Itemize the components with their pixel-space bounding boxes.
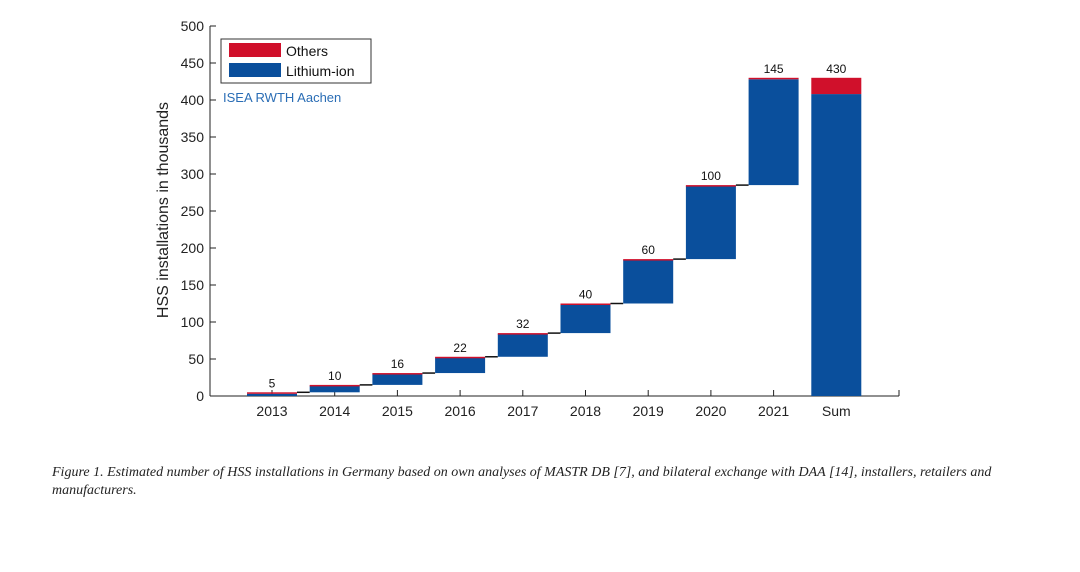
bar-others xyxy=(309,384,360,387)
data-label: 100 xyxy=(701,169,721,183)
bar-lithium-ion xyxy=(623,259,674,304)
data-label: 40 xyxy=(579,288,593,302)
x-tick-label: 2018 xyxy=(570,403,601,419)
legend-label-others: Others xyxy=(286,43,328,59)
y-tick-label: 400 xyxy=(181,92,205,108)
bar-lithium-ion xyxy=(685,185,736,260)
data-label: 16 xyxy=(391,357,405,371)
legend: Others Lithium-ion xyxy=(220,38,372,84)
bar-lithium-ion xyxy=(497,333,548,357)
waterfall-chart: 0 50 100 150 200 250 300 350 400 450 500 2013 2014 20… xyxy=(155,18,900,419)
data-label: 5 xyxy=(269,376,276,390)
x-tick-label: 2015 xyxy=(382,403,413,419)
data-label: 10 xyxy=(328,369,342,383)
x-tick-label: 2016 xyxy=(445,403,476,419)
y-tick-label: 150 xyxy=(181,277,205,293)
bar-lithium-ion xyxy=(560,304,611,334)
bar-others xyxy=(247,392,297,394)
legend-swatch-others xyxy=(229,43,281,57)
y-axis-label: HSS installations in thousands xyxy=(155,102,172,318)
y-tick-label: 450 xyxy=(181,55,205,71)
data-label: 430 xyxy=(826,62,846,76)
y-tick-label: 300 xyxy=(181,166,205,182)
data-label: 22 xyxy=(453,341,467,355)
watermark: ISEA RWTH Aachen xyxy=(223,90,341,105)
bar-others xyxy=(748,77,799,80)
bar-lithium-ion xyxy=(435,357,486,374)
figure-caption: Figure 1. Estimated number of HSS instal… xyxy=(52,465,992,498)
bar-lithium-ion xyxy=(372,373,423,385)
bars xyxy=(247,77,862,396)
bar-others xyxy=(811,77,862,95)
x-tick-label: 2021 xyxy=(758,403,789,419)
bar-others xyxy=(497,333,548,335)
data-label: 32 xyxy=(516,317,530,331)
bar-lithium-ion xyxy=(309,385,360,393)
x-tick-label: 2019 xyxy=(633,403,664,419)
y-tick-label: 500 xyxy=(181,18,205,34)
x-tick-label: 2014 xyxy=(319,403,350,419)
x-tick-label: 2020 xyxy=(695,403,726,419)
y-tick-label: 200 xyxy=(181,240,205,256)
bar-others xyxy=(372,373,423,375)
bar-lithium-ion xyxy=(811,94,862,396)
legend-swatch-lithium-ion xyxy=(229,63,281,77)
data-label: 145 xyxy=(764,62,784,76)
y-tick-label: 0 xyxy=(196,388,204,404)
bar-others xyxy=(560,303,611,305)
bar-others xyxy=(685,185,736,187)
y-tick-label: 350 xyxy=(181,129,205,145)
bar-others xyxy=(623,259,674,261)
y-tick-label: 250 xyxy=(181,203,205,219)
y-tick-label: 50 xyxy=(188,351,204,367)
x-tick-label: Sum xyxy=(822,403,851,419)
data-label: 60 xyxy=(642,243,656,257)
data-labels: 5 10 16 22 32 40 60 100 145 430 xyxy=(269,62,847,390)
bar-others xyxy=(435,356,486,359)
y-tick-label: 100 xyxy=(181,314,205,330)
x-tick-label: 2017 xyxy=(507,403,538,419)
bar-lithium-ion xyxy=(748,79,799,186)
legend-label-lithium-ion: Lithium-ion xyxy=(286,63,354,79)
x-tick-label: 2013 xyxy=(256,403,287,419)
axes: 0 50 100 150 200 250 300 350 400 450 500 2013 2014 20… xyxy=(181,18,900,419)
bar-lithium-ion xyxy=(247,393,297,396)
